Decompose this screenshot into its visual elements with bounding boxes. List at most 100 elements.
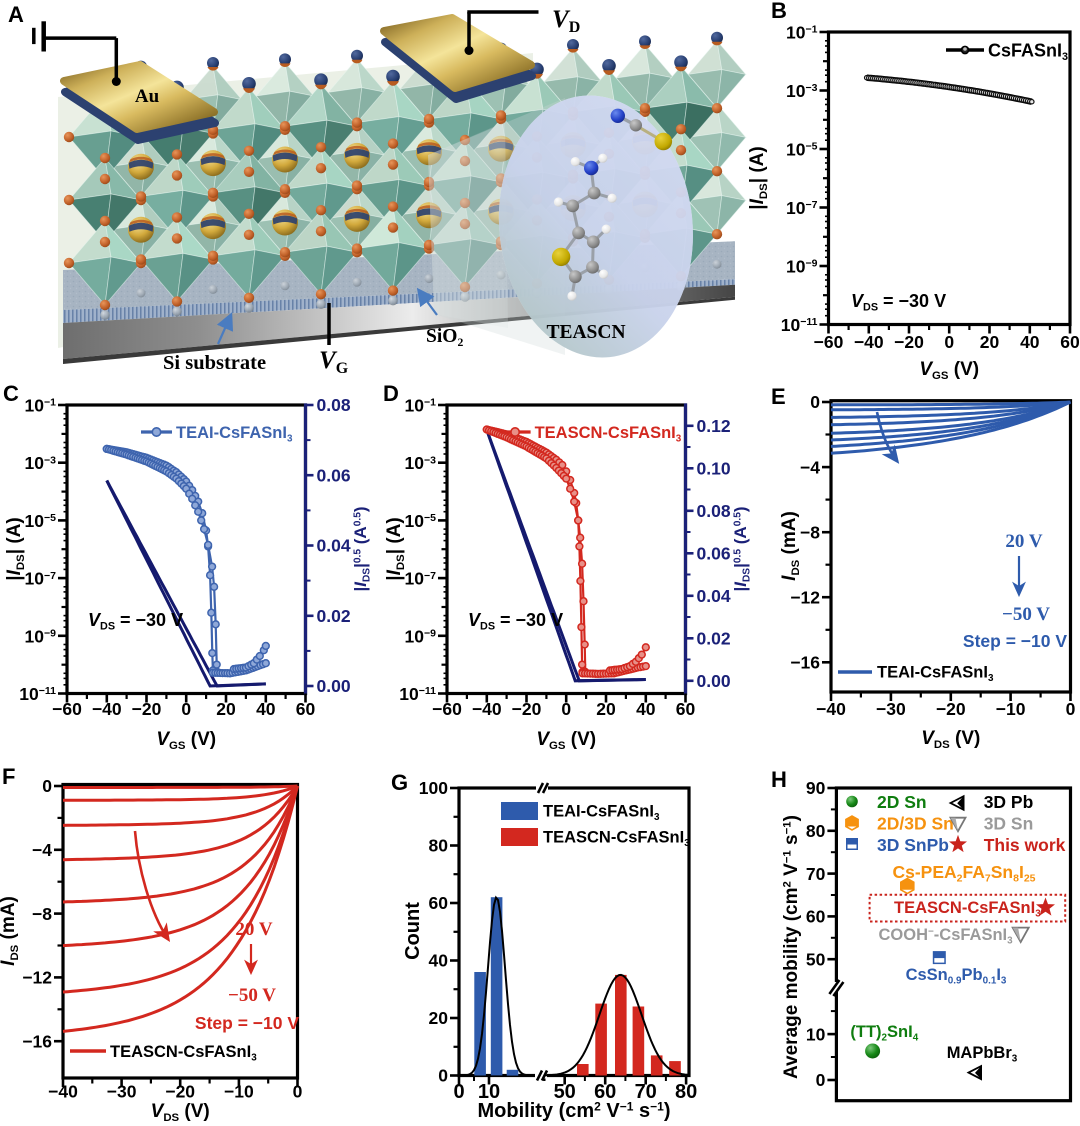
svg-text:0.10: 0.10 bbox=[697, 459, 731, 479]
svg-text:3D SnPb: 3D SnPb bbox=[877, 835, 949, 855]
svg-text:−12: −12 bbox=[22, 968, 52, 988]
svg-text:TEASCN-CsFASnI3​: TEASCN-CsFASnI3​ bbox=[894, 899, 1041, 919]
svg-text:|IDS​| (A): |IDS​| (A) bbox=[4, 517, 27, 580]
svg-text:2D/3D Sn: 2D/3D Sn bbox=[877, 814, 954, 834]
svg-text:70: 70 bbox=[635, 1081, 657, 1103]
svg-text:Au: Au bbox=[135, 86, 160, 107]
svg-text:VGS​ (V): VGS​ (V) bbox=[536, 729, 596, 752]
svg-text:−8: −8 bbox=[800, 522, 820, 542]
svg-text:C: C bbox=[3, 381, 19, 406]
svg-text:0: 0 bbox=[293, 1082, 303, 1102]
svg-text:CsSn0.9​Pb0.1​I3​: CsSn0.9​Pb0.1​I3​ bbox=[906, 966, 1007, 986]
svg-text:90: 90 bbox=[806, 778, 826, 798]
svg-text:10: 10 bbox=[806, 1024, 826, 1044]
svg-text:20: 20 bbox=[596, 699, 616, 719]
svg-text:0: 0 bbox=[42, 776, 52, 796]
svg-text:Cs-PEA2​FA7​Sn8​I25​: Cs-PEA2​FA7​Sn8​I25​ bbox=[892, 862, 1035, 885]
svg-text:3D Sn: 3D Sn bbox=[984, 814, 1034, 834]
svg-text:0: 0 bbox=[561, 699, 571, 719]
svg-text:−30: −30 bbox=[876, 699, 906, 719]
svg-text:0.08: 0.08 bbox=[697, 501, 731, 521]
svg-text:−50 V: −50 V bbox=[228, 985, 276, 1006]
svg-text:Count: Count bbox=[402, 902, 424, 960]
svg-text:−20: −20 bbox=[894, 332, 924, 352]
svg-text:This work: This work bbox=[984, 835, 1066, 855]
svg-text:−10: −10 bbox=[224, 1082, 254, 1102]
svg-text:TEAI-CsFASnI3​: TEAI-CsFASnI3​ bbox=[543, 803, 660, 823]
svg-text:VDS​ (V): VDS​ (V) bbox=[921, 728, 980, 751]
svg-text:0: 0 bbox=[810, 392, 820, 412]
svg-text:VGS​ (V): VGS​ (V) bbox=[919, 359, 979, 382]
svg-text:−40: −40 bbox=[816, 699, 846, 719]
svg-text:|IDS​| (A): |IDS​| (A) bbox=[747, 146, 770, 209]
svg-text:Mobility (cm2​ V−1​ s−1​): Mobility (cm2​ V−1​ s−1​) bbox=[478, 1099, 671, 1122]
svg-text:−20: −20 bbox=[512, 699, 542, 719]
svg-text:TEASCN-CsFASnI3​: TEASCN-CsFASnI3​ bbox=[535, 424, 682, 444]
svg-text:B: B bbox=[771, 0, 787, 23]
svg-text:60: 60 bbox=[296, 699, 316, 719]
svg-text:TEASCN-CsFASnI3​: TEASCN-CsFASnI3​ bbox=[110, 1043, 257, 1063]
svg-text:40: 40 bbox=[1020, 332, 1040, 352]
svg-text:D: D bbox=[383, 381, 399, 406]
svg-text:−4: −4 bbox=[800, 457, 820, 477]
svg-text:−40: −40 bbox=[854, 332, 884, 352]
svg-text:H: H bbox=[771, 767, 787, 792]
svg-text:80: 80 bbox=[429, 836, 449, 856]
svg-text:TEAI-CsFASnI3​: TEAI-CsFASnI3​ bbox=[877, 664, 994, 684]
svg-text:−4: −4 bbox=[32, 840, 52, 860]
svg-text:−60: −60 bbox=[432, 699, 462, 719]
svg-text:E: E bbox=[771, 384, 786, 409]
svg-text:Average mobility (cm2​ V−1​ s−: Average mobility (cm2​ V−1​ s−1​) bbox=[781, 815, 802, 1079]
svg-text:−12: −12 bbox=[790, 587, 820, 607]
svg-text:0.02: 0.02 bbox=[317, 606, 351, 626]
svg-text:50: 50 bbox=[806, 949, 826, 969]
svg-text:2D Sn: 2D Sn bbox=[877, 792, 927, 812]
svg-text:40: 40 bbox=[429, 951, 449, 971]
svg-text:0.04: 0.04 bbox=[317, 536, 351, 556]
svg-text:40: 40 bbox=[256, 699, 276, 719]
svg-text:VG: VG bbox=[319, 347, 349, 377]
svg-text:|IDS​| (A): |IDS​| (A) bbox=[384, 517, 407, 580]
svg-text:MAPbBr3​: MAPbBr3​ bbox=[947, 1044, 1018, 1064]
svg-text:VDS​ (V): VDS​ (V) bbox=[151, 1101, 210, 1124]
svg-text:−16: −16 bbox=[22, 1031, 52, 1051]
svg-text:50: 50 bbox=[554, 1081, 576, 1103]
svg-text:0: 0 bbox=[181, 699, 191, 719]
svg-text:0: 0 bbox=[816, 1070, 826, 1090]
svg-text:0.00: 0.00 bbox=[697, 671, 731, 691]
svg-text:G: G bbox=[391, 770, 408, 795]
svg-text:−30: −30 bbox=[107, 1082, 137, 1102]
svg-text:60: 60 bbox=[806, 907, 826, 927]
svg-text:0.06: 0.06 bbox=[317, 465, 351, 485]
svg-text:80: 80 bbox=[675, 1081, 697, 1103]
svg-text:20: 20 bbox=[980, 332, 1000, 352]
svg-text:−20: −20 bbox=[165, 1082, 195, 1102]
svg-text:60: 60 bbox=[594, 1081, 616, 1103]
svg-text:0.08: 0.08 bbox=[317, 395, 351, 415]
svg-text:Step = −10 V: Step = −10 V bbox=[963, 631, 1067, 651]
svg-text:60: 60 bbox=[1060, 332, 1080, 352]
svg-text:100: 100 bbox=[419, 778, 448, 798]
svg-text:0: 0 bbox=[1066, 699, 1076, 719]
svg-text:0.04: 0.04 bbox=[697, 586, 731, 606]
svg-text:Step = −10 V: Step = −10 V bbox=[195, 1013, 299, 1033]
svg-text:20 V: 20 V bbox=[1005, 531, 1042, 552]
svg-text:TEASCN-CsFASnI3​: TEASCN-CsFASnI3​ bbox=[543, 829, 690, 849]
svg-text:20 V: 20 V bbox=[235, 919, 272, 940]
svg-text:60: 60 bbox=[429, 893, 449, 913]
svg-text:−60: −60 bbox=[814, 332, 844, 352]
svg-text:0.12: 0.12 bbox=[697, 416, 731, 436]
svg-text:40: 40 bbox=[636, 699, 656, 719]
svg-text:−20: −20 bbox=[132, 699, 162, 719]
svg-text:−8: −8 bbox=[32, 904, 52, 924]
svg-text:A: A bbox=[8, 2, 24, 27]
svg-text:(TT)2​SnI4​: (TT)2​SnI4​ bbox=[850, 1023, 918, 1043]
svg-text:60: 60 bbox=[676, 699, 696, 719]
svg-text:0: 0 bbox=[944, 332, 954, 352]
svg-text:0.00: 0.00 bbox=[317, 676, 351, 696]
svg-text:TEASCN: TEASCN bbox=[546, 322, 625, 343]
svg-text:VD: VD bbox=[552, 6, 580, 36]
svg-text:20: 20 bbox=[216, 699, 236, 719]
svg-text:10: 10 bbox=[478, 1081, 500, 1103]
svg-text:0.02: 0.02 bbox=[697, 629, 731, 649]
